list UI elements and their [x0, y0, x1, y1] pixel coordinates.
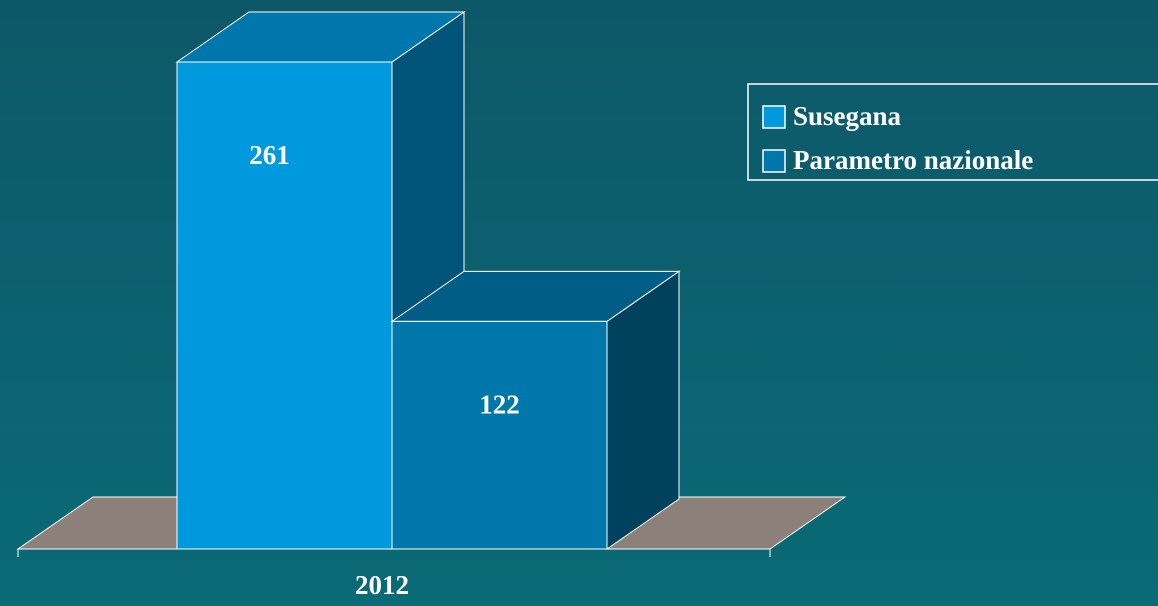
- legend-box: [747, 83, 1158, 181]
- legend-swatch: [762, 149, 786, 173]
- data-label: 261: [249, 140, 290, 170]
- legend-label: Susegana: [793, 101, 902, 131]
- bar: [391, 320, 608, 550]
- data-label: 122: [479, 390, 520, 420]
- bar: [176, 61, 393, 550]
- x-tick-label: 2012: [355, 570, 409, 600]
- legend-swatch: [762, 105, 786, 129]
- legend-label: Parametro nazionale: [793, 145, 1033, 175]
